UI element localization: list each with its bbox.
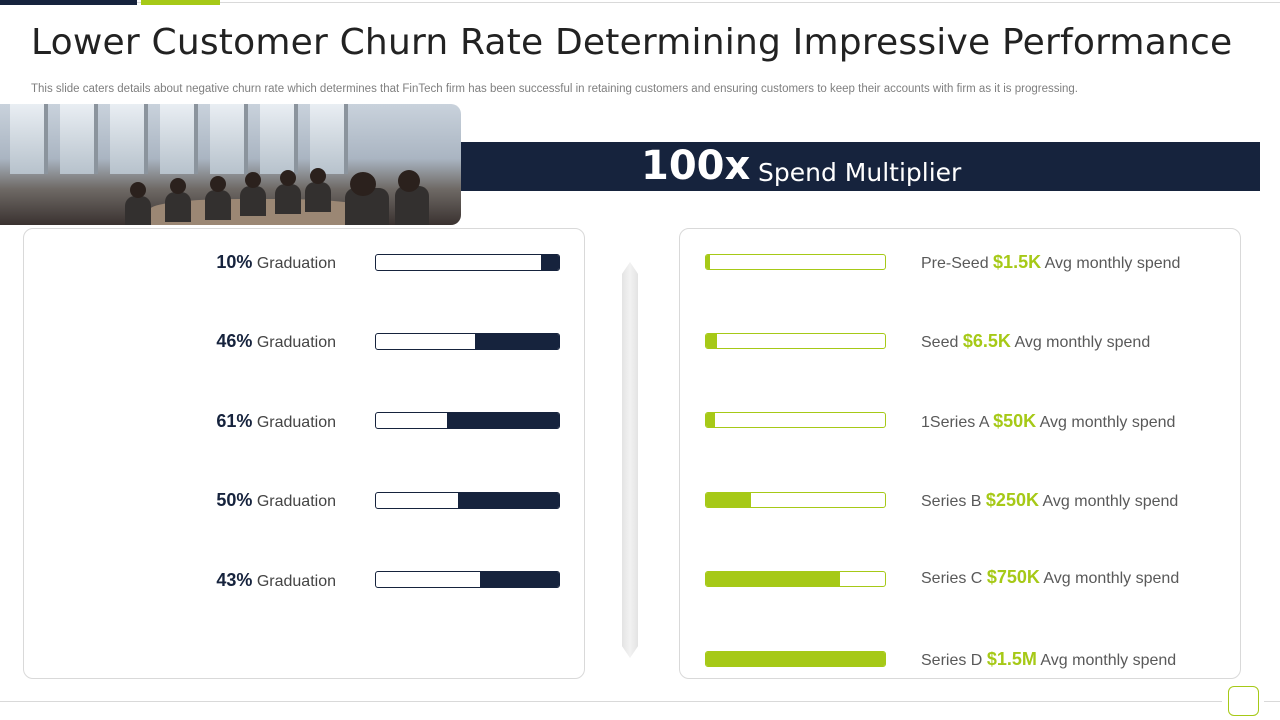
- spend-bar: [705, 651, 886, 667]
- spend-bar: [705, 571, 886, 587]
- spend-stage: 1Series A: [921, 414, 989, 431]
- spend-bar: [705, 412, 886, 428]
- top-divider: [0, 2, 1280, 3]
- graduation-text: Graduation: [256, 255, 336, 272]
- spend-amount: $1.5K: [993, 252, 1042, 272]
- spend-amount: $1.5M: [986, 649, 1037, 669]
- graduation-bar: [375, 333, 560, 350]
- spend-stage: Series C: [921, 570, 983, 587]
- graduation-percent: 46%: [216, 331, 253, 351]
- graduation-bar: [375, 571, 560, 588]
- graduation-percent: 43%: [216, 570, 253, 590]
- slide-nav-button[interactable]: [1228, 686, 1259, 716]
- graduation-bar-fill: [447, 413, 559, 428]
- spend-panel: [679, 228, 1241, 679]
- spend-suffix: Avg monthly spend: [1014, 334, 1151, 351]
- graduation-panel: [23, 228, 585, 679]
- top-accent-green: [141, 0, 220, 5]
- spend-bar: [705, 492, 886, 508]
- spend-bar-fill: [706, 572, 841, 586]
- graduation-text: Graduation: [256, 414, 336, 431]
- graduation-label: 61% Graduation: [216, 411, 336, 432]
- panel-divider: [622, 262, 638, 658]
- multiplier-value: 100x: [641, 143, 751, 189]
- graduation-percent: 10%: [216, 252, 253, 272]
- spend-label: Seed $6.5K Avg monthly spend: [921, 331, 1150, 352]
- meeting-photo: [0, 104, 461, 225]
- spend-stage: Pre-Seed: [921, 255, 989, 272]
- spend-bar-fill: [706, 255, 710, 269]
- spend-amount: $6.5K: [962, 331, 1011, 351]
- bottom-divider: [0, 701, 1222, 702]
- spend-suffix: Avg monthly spend: [1040, 652, 1177, 669]
- spend-stage: Series B: [921, 493, 982, 510]
- spend-amount: $250K: [985, 490, 1039, 510]
- graduation-text: Graduation: [256, 573, 336, 590]
- graduation-bar-fill: [474, 334, 559, 349]
- spend-multiplier-banner: 100x Spend Multiplier: [461, 142, 1260, 191]
- spend-label: Series B $250K Avg monthly spend: [921, 490, 1178, 511]
- graduation-label: 10% Graduation: [216, 252, 336, 273]
- graduation-label: 50% Graduation: [216, 490, 336, 511]
- spend-bar-fill: [706, 413, 715, 427]
- spend-suffix: Avg monthly spend: [1039, 414, 1176, 431]
- slide-subtitle: This slide caters details about negative…: [31, 83, 1078, 95]
- spend-bar-fill: [706, 334, 717, 348]
- graduation-percent: 50%: [216, 490, 253, 510]
- spend-suffix: Avg monthly spend: [1044, 255, 1181, 272]
- spend-label: Series D $1.5M Avg monthly spend: [921, 649, 1176, 670]
- spend-bar: [705, 333, 886, 349]
- top-accent-navy: [0, 0, 137, 5]
- graduation-bar-fill: [480, 572, 559, 587]
- graduation-bar: [375, 492, 560, 509]
- graduation-bar: [375, 412, 560, 429]
- spend-label: 1Series A $50K Avg monthly spend: [921, 411, 1175, 432]
- spend-amount: $750K: [986, 567, 1040, 587]
- spend-stage: Seed: [921, 334, 959, 351]
- spend-label: Series C $750K Avg monthly spend: [921, 567, 1179, 588]
- spend-bar-fill: [706, 493, 751, 507]
- graduation-text: Graduation: [256, 493, 336, 510]
- graduation-percent: 61%: [216, 411, 253, 431]
- spend-amount: $50K: [993, 411, 1037, 431]
- spend-suffix: Avg monthly spend: [1043, 570, 1180, 587]
- multiplier-label: Spend Multiplier: [758, 158, 962, 187]
- spend-suffix: Avg monthly spend: [1042, 493, 1179, 510]
- spend-bar: [705, 254, 886, 270]
- graduation-label: 43% Graduation: [216, 570, 336, 591]
- graduation-bar-fill: [458, 493, 559, 508]
- spend-bar-fill: [706, 652, 885, 666]
- spend-stage: Series D: [921, 652, 983, 669]
- graduation-bar-fill: [540, 255, 559, 270]
- spend-label: Pre-Seed $1.5K Avg monthly spend: [921, 252, 1180, 273]
- slide-title: Lower Customer Churn Rate Determining Im…: [31, 22, 1233, 63]
- graduation-label: 46% Graduation: [216, 331, 336, 352]
- graduation-text: Graduation: [256, 334, 336, 351]
- bottom-divider-end: [1264, 701, 1280, 702]
- graduation-bar: [375, 254, 560, 271]
